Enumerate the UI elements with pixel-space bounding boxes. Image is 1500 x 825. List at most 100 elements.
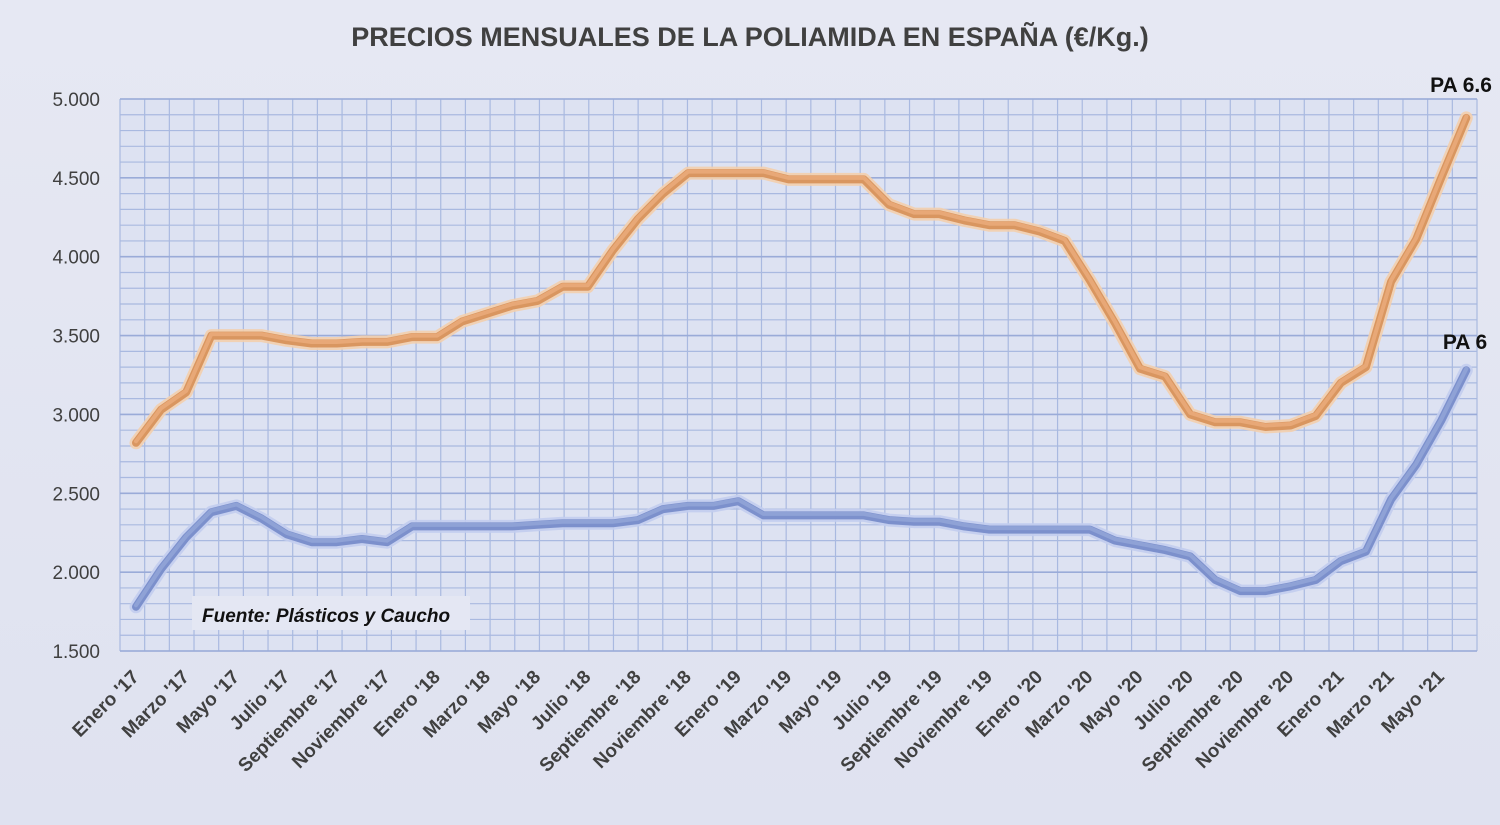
data-point bbox=[686, 171, 690, 175]
data-point bbox=[586, 521, 590, 525]
data-point bbox=[385, 340, 389, 344]
data-point bbox=[987, 528, 991, 532]
data-point bbox=[636, 217, 640, 221]
data-point bbox=[1389, 498, 1393, 502]
data-point bbox=[209, 334, 213, 338]
data-point bbox=[611, 521, 615, 525]
y-tick-label: 3.000 bbox=[52, 405, 100, 426]
data-point bbox=[1188, 412, 1192, 416]
data-point bbox=[1339, 381, 1343, 385]
data-point bbox=[1063, 239, 1067, 243]
y-tick-label: 4.500 bbox=[52, 169, 100, 190]
data-point bbox=[837, 177, 841, 181]
data-point bbox=[435, 335, 439, 339]
data-point bbox=[134, 441, 138, 445]
data-point bbox=[1088, 278, 1092, 282]
data-point bbox=[762, 171, 766, 175]
data-point bbox=[1289, 423, 1293, 427]
series-highlight-pa6 bbox=[134, 366, 1469, 608]
data-point bbox=[1289, 584, 1293, 588]
data-point bbox=[1389, 280, 1393, 284]
data-point bbox=[1088, 528, 1092, 532]
data-point bbox=[1439, 419, 1443, 423]
data-point bbox=[862, 177, 866, 181]
data-point bbox=[561, 285, 565, 289]
plot-area bbox=[120, 99, 1477, 651]
chart-title: PRECIOS MENSUALES DE LA POLIAMIDA EN ESP… bbox=[351, 21, 1149, 52]
y-tick-label: 3.500 bbox=[52, 327, 100, 348]
data-point bbox=[1364, 365, 1368, 369]
data-point bbox=[937, 212, 941, 216]
data-point bbox=[937, 520, 941, 524]
data-point bbox=[887, 518, 891, 522]
data-point bbox=[335, 341, 339, 345]
data-point bbox=[360, 340, 364, 344]
data-point bbox=[1264, 589, 1268, 593]
data-point bbox=[611, 248, 615, 252]
data-point bbox=[661, 192, 665, 196]
data-point bbox=[310, 341, 314, 345]
y-tick-label: 4.000 bbox=[52, 248, 100, 269]
data-point bbox=[987, 223, 991, 227]
data-point bbox=[787, 177, 791, 181]
data-point bbox=[234, 334, 238, 338]
data-point bbox=[962, 218, 966, 222]
data-point bbox=[460, 319, 464, 323]
data-point bbox=[812, 177, 816, 181]
data-point bbox=[636, 518, 640, 522]
data-point bbox=[410, 524, 414, 528]
data-point bbox=[1213, 420, 1217, 424]
grid-layer bbox=[119, 98, 1478, 652]
data-point bbox=[184, 390, 188, 394]
data-point bbox=[260, 517, 264, 521]
data-point bbox=[285, 338, 289, 342]
data-point bbox=[159, 408, 163, 412]
series-label-pa66: PA 6.6 bbox=[1430, 74, 1492, 97]
data-point bbox=[1038, 229, 1042, 233]
data-point bbox=[1163, 548, 1167, 552]
data-point bbox=[1314, 414, 1318, 418]
data-point bbox=[511, 524, 515, 528]
source-note: Fuente: Plásticos y Caucho bbox=[202, 606, 450, 627]
data-point bbox=[812, 513, 816, 517]
data-point bbox=[234, 504, 238, 508]
data-point bbox=[485, 311, 489, 315]
series-label-pa6: PA 6 bbox=[1443, 331, 1487, 354]
data-point bbox=[1439, 176, 1443, 180]
data-point bbox=[134, 605, 138, 609]
data-point bbox=[260, 334, 264, 338]
data-point bbox=[736, 171, 740, 175]
data-point bbox=[1213, 578, 1217, 582]
y-tick-label: 2.000 bbox=[52, 563, 100, 584]
data-point bbox=[1163, 375, 1167, 379]
data-point bbox=[460, 524, 464, 528]
data-point bbox=[661, 507, 665, 511]
data-point bbox=[1013, 223, 1017, 227]
data-point bbox=[1314, 578, 1318, 582]
data-point bbox=[762, 513, 766, 517]
data-point bbox=[862, 513, 866, 517]
data-point bbox=[1138, 543, 1142, 547]
data-point bbox=[285, 532, 289, 536]
data-point bbox=[335, 540, 339, 544]
data-point bbox=[184, 535, 188, 539]
data-point bbox=[360, 537, 364, 541]
data-point bbox=[536, 523, 540, 527]
data-point bbox=[711, 171, 715, 175]
data-point bbox=[485, 524, 489, 528]
data-point bbox=[1238, 420, 1242, 424]
data-point bbox=[1063, 528, 1067, 532]
data-point bbox=[1038, 528, 1042, 532]
data-point bbox=[385, 540, 389, 544]
data-point bbox=[686, 504, 690, 508]
data-point bbox=[1113, 321, 1117, 325]
data-point bbox=[1414, 463, 1418, 467]
data-point bbox=[1464, 116, 1468, 120]
y-axis-ticks: 5.000 4.500 4.000 3.500 3.000 2.500 2.000 1.500 bbox=[52, 90, 100, 663]
series-layer bbox=[129, 111, 1473, 614]
y-tick-label: 5.000 bbox=[52, 90, 100, 111]
data-point bbox=[1414, 237, 1418, 241]
data-point bbox=[912, 212, 916, 216]
data-point bbox=[1013, 528, 1017, 532]
